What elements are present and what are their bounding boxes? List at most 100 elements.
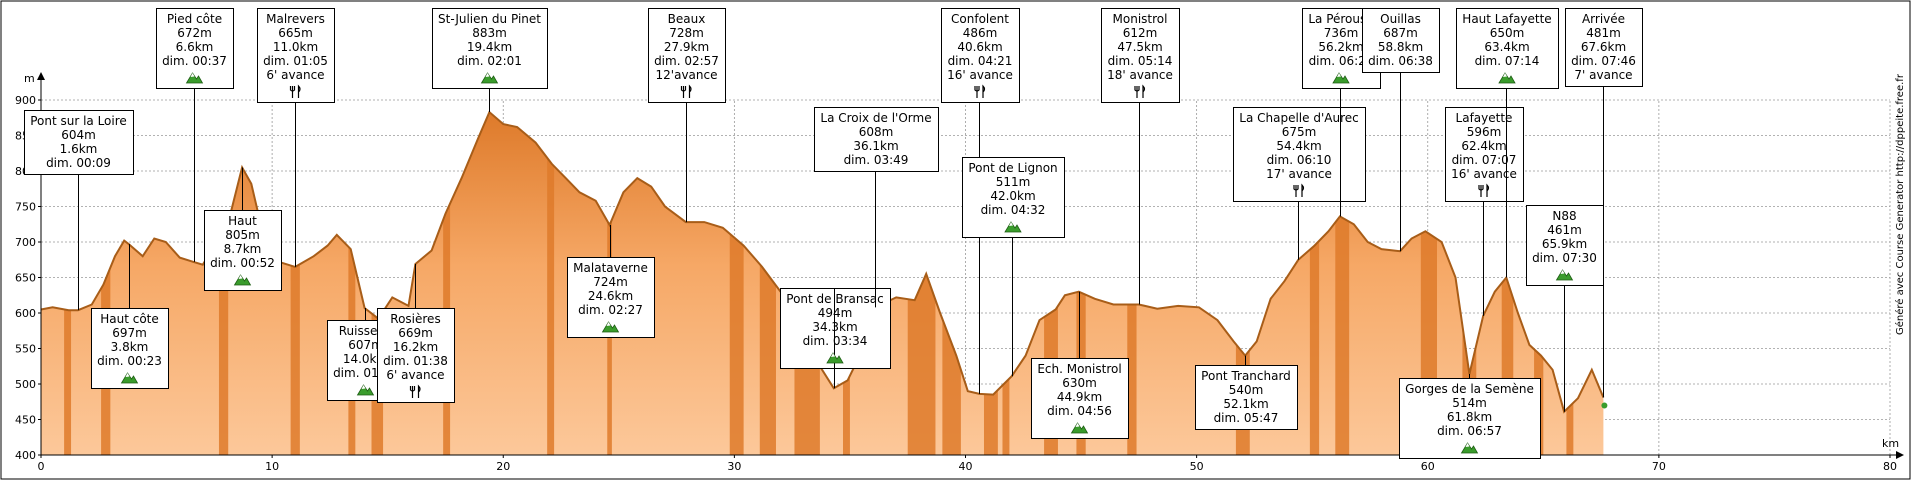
mountain-snow	[1075, 423, 1080, 427]
cutlery-icon	[680, 84, 692, 98]
waypoint-detail: 11.0km	[273, 40, 318, 54]
waypoint-detail: 16' avance	[947, 68, 1013, 82]
mountain-shape	[1004, 221, 1022, 233]
fork-tines	[1293, 185, 1299, 191]
waypoint-name: Pied côte	[167, 12, 222, 26]
waypoint-detail: dim. 05:47	[1214, 411, 1279, 425]
waypoint-detail: 486m	[963, 26, 998, 40]
credit-text: Généré avec Course Generator http://dppe…	[1894, 73, 1906, 335]
waypoint-detail: 63.4km	[1484, 40, 1529, 54]
mountain-shape	[356, 384, 375, 396]
waypoint-detail: dim. 02:27	[578, 303, 643, 317]
y-tick-label: 650	[15, 272, 36, 285]
waypoint-detail: 17' avance	[1266, 167, 1332, 181]
y-axis-unit: m	[24, 72, 35, 85]
waypoint-name: Pont de Bransac	[786, 292, 883, 306]
y-tick-label: 500	[15, 378, 36, 391]
mountain-icon	[185, 72, 204, 84]
mountain-shape	[233, 274, 252, 286]
waypoint-detail: 24.6km	[588, 289, 633, 303]
waypoint-box	[780, 288, 891, 369]
steep-slope-stripe	[101, 112, 111, 455]
waypoint-box	[1195, 365, 1298, 430]
waypoint-detail: 728m	[669, 26, 704, 40]
x-tick-label: 50	[1190, 460, 1204, 473]
waypoint-detail: 44.9km	[1057, 390, 1102, 404]
waypoint-name: La Chapelle d'Aurec	[1239, 111, 1358, 125]
waypoint-detail: 665m	[278, 26, 313, 40]
fork-tines	[409, 386, 416, 392]
mountain-snow	[1465, 443, 1470, 447]
mountain-snow	[125, 373, 130, 377]
cutlery-icon	[409, 384, 421, 398]
waypoint-detail: dim. 07:07	[1452, 153, 1517, 167]
mountain-snow	[606, 322, 611, 326]
waypoint-name: Confolent	[951, 12, 1009, 26]
waypoint-detail: dim. 00:23	[97, 354, 162, 368]
waypoint-detail: 604m	[61, 128, 96, 142]
waypoint-detail: 19.4km	[467, 40, 512, 54]
waypoint-detail: 687m	[1383, 26, 1418, 40]
waypoint-name: Pont sur la Loire	[30, 114, 127, 128]
waypoint-detail: 16' avance	[1451, 167, 1517, 181]
cutlery-icon	[289, 84, 301, 98]
mountain-snow	[831, 353, 835, 357]
waypoint-box	[432, 8, 548, 89]
mountain-icon	[1332, 72, 1350, 84]
steep-slope-stripe	[729, 112, 744, 455]
waypoint-detail: dim. 06:38	[1368, 54, 1433, 68]
x-axis-arrow	[1896, 451, 1904, 459]
waypoint-name: Haut côte	[100, 312, 159, 326]
mountain-shape	[1460, 442, 1479, 454]
waypoint-box	[1101, 8, 1180, 103]
waypoint-name: Pont Tranchard	[1201, 369, 1291, 383]
waypoint-detail: dim. 02:57	[654, 54, 719, 68]
fork-tines	[974, 86, 980, 92]
mountain-icon	[480, 72, 499, 84]
mountain-icon	[1004, 221, 1022, 233]
waypoint-detail: 6' avance	[266, 68, 324, 82]
knife-blade	[417, 384, 421, 398]
waypoint-detail: 6.6km	[176, 40, 214, 54]
steep-slope-stripe	[290, 112, 300, 455]
x-tick-label: 40	[959, 460, 973, 473]
waypoint-box	[1233, 107, 1366, 202]
waypoint-box	[91, 308, 169, 389]
waypoint-detail: dim. 03:34	[803, 334, 868, 348]
cutlery-icon	[1293, 183, 1305, 197]
finish-marker	[1601, 402, 1608, 409]
waypoint-detail: 596m	[1467, 125, 1502, 139]
waypoint-detail: 47.5km	[1117, 40, 1162, 54]
waypoint-detail: 12'avance	[656, 68, 718, 82]
waypoint-detail: dim. 00:52	[210, 256, 275, 270]
waypoint-box	[257, 8, 335, 103]
waypoint-detail: 52.1km	[1223, 397, 1268, 411]
waypoint-detail: 18' avance	[1107, 68, 1173, 82]
mountain-icon	[1555, 269, 1574, 281]
waypoint-detail: 608m	[859, 125, 894, 139]
fork-tines	[680, 86, 687, 92]
waypoint-name: Lafayette	[1456, 111, 1513, 125]
waypoint-detail: 461m	[1547, 223, 1582, 237]
waypoint-box	[24, 110, 134, 175]
waypoint-detail: 62.4km	[1461, 139, 1506, 153]
mountain-snow	[361, 385, 366, 389]
waypoint-name: N88	[1552, 209, 1576, 223]
waypoint-detail: 883m	[472, 26, 507, 40]
waypoint-detail: 34.3km	[812, 320, 857, 334]
waypoint-name: Beaux	[668, 12, 706, 26]
waypoint-box	[1399, 378, 1541, 459]
mountain-icon	[120, 372, 139, 384]
waypoint-box	[1565, 8, 1643, 87]
